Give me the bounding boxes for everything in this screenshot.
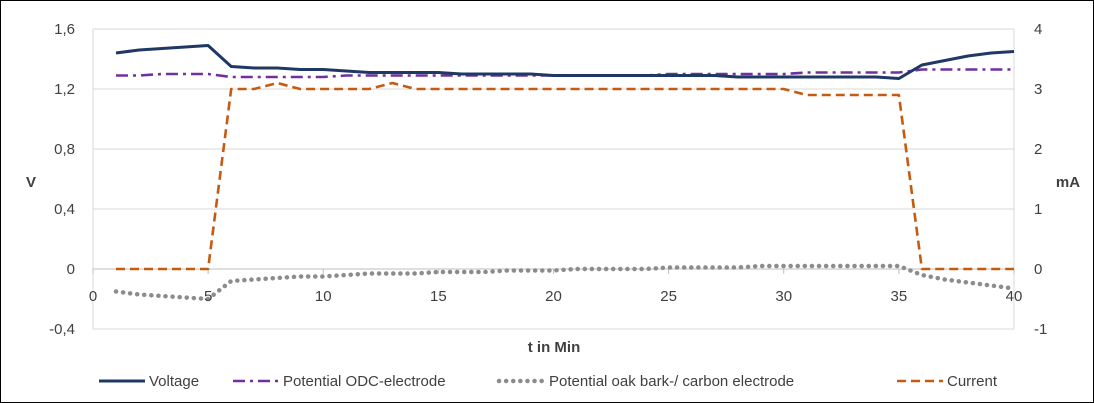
y-left-tick-label: 0,8: [54, 141, 75, 158]
series-line-3: [116, 81, 1014, 271]
y-left-tick-label: 0: [67, 261, 75, 278]
y-axis-right-title: mA: [1056, 174, 1080, 191]
y-left-tick-label: 1,2: [54, 81, 75, 98]
x-tick-label: 0: [89, 288, 97, 305]
x-tick-label: 20: [545, 288, 562, 305]
x-tick-label: 10: [315, 288, 332, 305]
x-tick-label: 5: [204, 288, 212, 305]
series-lines: [113, 44, 1017, 302]
y-right-tick-label: 3: [1034, 81, 1042, 98]
legend-label: Potential ODC-electrode: [283, 373, 446, 390]
legend: Voltage Potential ODC-electrode Potential …: [99, 373, 998, 390]
legend-label: Potential oak bark-/ carbon electrode: [549, 373, 794, 390]
y-left-tick-label: 1,6: [54, 21, 75, 38]
x-tick-label: 30: [775, 288, 792, 305]
x-tick-label: 40: [1006, 288, 1023, 305]
x-axis-title: t in Min: [528, 339, 581, 356]
y-right-tick-label: 1: [1034, 201, 1042, 218]
axes: [92, 29, 1015, 329]
y-right-tick-label: 2: [1034, 141, 1042, 158]
y-right-tick-label: -1: [1034, 321, 1047, 338]
x-tick-label: 35: [891, 288, 908, 305]
series-line-2: [113, 263, 1017, 302]
legend-label: Voltage: [149, 373, 199, 390]
y-right-tick-label: 0: [1034, 261, 1042, 278]
legend-label: Current: [947, 373, 998, 390]
y-axis-left-title: V: [26, 174, 36, 191]
y-right-tick-label: 4: [1034, 21, 1042, 38]
x-tick-label: 25: [660, 288, 677, 305]
y-left-tick-label: 0,4: [54, 201, 75, 218]
x-tick-label: 15: [430, 288, 447, 305]
y-left-tick-label: -0,4: [49, 321, 75, 338]
series-line-0: [115, 44, 1015, 80]
